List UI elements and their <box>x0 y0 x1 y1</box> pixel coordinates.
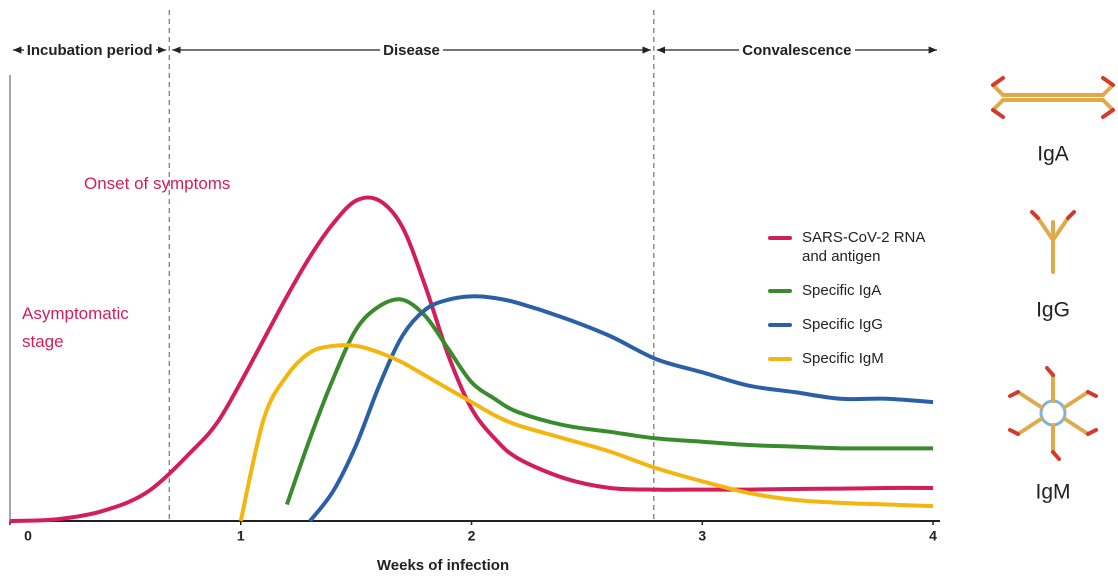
x-tick-label: 3 <box>698 528 706 544</box>
x-tick-label: 0 <box>24 528 32 544</box>
antibody-label: IgM <box>1035 481 1070 504</box>
legend-item: SARS-CoV-2 RNA and antigen <box>768 228 938 266</box>
legend-swatch <box>768 323 792 327</box>
legend-item: Specific IgA <box>768 281 938 300</box>
phase-text: Convalescence <box>739 42 854 59</box>
x-axis-title: Weeks of infection <box>377 557 509 574</box>
annotation: Onset of symptoms <box>84 170 230 198</box>
antibody-label: IgG <box>1036 299 1070 322</box>
x-tick-label: 4 <box>929 528 937 544</box>
legend-item: Specific IgM <box>768 349 938 368</box>
phase-label: Disease <box>342 40 482 61</box>
phase-text: Disease <box>380 42 443 59</box>
page: IgA IgG IgM Weeks of infection 0 1 2 3 4 Ons… <box>0 0 1118 576</box>
legend: SARS-CoV-2 RNA and antigen Specific IgA Sp… <box>768 228 938 383</box>
legend-label: Specific IgM <box>802 349 884 368</box>
phase-label: Convalescence <box>727 40 867 61</box>
legend-label: Specific IgA <box>802 281 881 300</box>
phase-label: Incubation period <box>20 40 160 61</box>
x-tick-label: 1 <box>237 528 245 544</box>
chart: IgA IgG IgM Weeks of infection 0 1 2 3 4 <box>0 0 1118 576</box>
legend-item: Specific IgG <box>768 315 938 334</box>
legend-label: SARS-CoV-2 RNA and antigen <box>802 228 932 266</box>
annotation: Asymptomatic stage <box>22 300 162 356</box>
legend-swatch <box>768 357 792 361</box>
legend-swatch <box>768 289 792 293</box>
phase-text: Incubation period <box>24 42 156 59</box>
legend-swatch <box>768 236 792 240</box>
x-tick-label: 2 <box>468 528 476 544</box>
legend-label: Specific IgG <box>802 315 883 334</box>
antibody-icons <box>993 78 1113 459</box>
antibody-label: IgA <box>1037 143 1069 166</box>
